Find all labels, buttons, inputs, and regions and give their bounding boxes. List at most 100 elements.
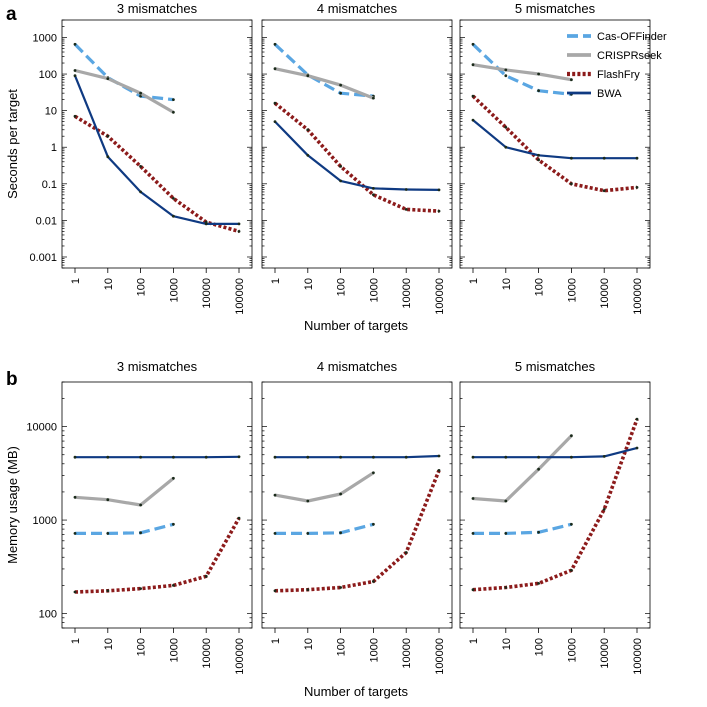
- data-point-flashfry: [172, 197, 175, 200]
- data-point-flashfry: [306, 588, 310, 592]
- data-point-bwa: [306, 455, 310, 459]
- x-tick-label: 100000: [234, 278, 246, 315]
- data-point-cas-offinder: [106, 532, 110, 535]
- data-point-bwa: [237, 455, 241, 459]
- series-line-bwa: [473, 446, 638, 459]
- data-point-cas-offinder: [306, 532, 310, 535]
- series-line-flashfry: [274, 469, 441, 593]
- data-point-crisprseek: [139, 91, 143, 95]
- x-tick-label: 10000: [599, 278, 611, 309]
- data-point-cas-offinder: [73, 532, 77, 535]
- data-point-flashfry: [237, 230, 241, 233]
- data-point-bwa: [273, 455, 277, 459]
- data-point-bwa: [106, 155, 110, 159]
- data-point-bwa: [602, 156, 606, 160]
- panel-b: b Memory usage (MB) Number of targets 3 mis…: [5, 359, 651, 699]
- x-tick-label: 10000: [401, 638, 413, 669]
- x-axis-title-b: Number of targets: [304, 684, 409, 699]
- data-point-cas-offinder: [570, 522, 573, 526]
- facet-b-4-mismatches: 4 mismatches 1 10 100 1000 10000 100000: [261, 359, 453, 675]
- data-point-bwa: [471, 118, 475, 122]
- data-point-cas-offinder: [471, 42, 475, 46]
- data-point-bwa: [306, 153, 310, 157]
- data-point-cas-offinder: [471, 532, 475, 535]
- facet-frame: [261, 381, 453, 629]
- y-tick-label: 100: [39, 609, 57, 621]
- series-line-bwa: [275, 454, 440, 459]
- data-point-crisprseek: [273, 493, 277, 497]
- data-point-bwa: [237, 222, 241, 226]
- data-point-bwa: [372, 455, 375, 459]
- data-point-flashfry: [306, 128, 310, 132]
- x-tick-label: 10: [303, 278, 315, 290]
- x-tick-label: 100: [336, 278, 348, 296]
- data-point-bwa: [172, 455, 175, 459]
- series-line-bwa: [73, 75, 239, 225]
- data-point-flashfry: [372, 580, 375, 583]
- facet-title: 5 mismatches: [515, 359, 596, 374]
- x-tick-label: 10: [501, 278, 513, 290]
- data-point-bwa: [437, 188, 441, 192]
- x-tick-label: 10000: [401, 278, 413, 309]
- data-point-crisprseek: [537, 72, 540, 76]
- y-axis-title-b: Memory usage (MB): [5, 446, 20, 564]
- series-line-flashfry: [273, 101, 440, 213]
- x-tick-label: 1: [270, 638, 282, 644]
- series-line-cas-offinder: [75, 522, 174, 536]
- data-point-bwa: [504, 145, 508, 149]
- data-point-crisprseek: [537, 467, 540, 471]
- data-point-crisprseek: [339, 492, 342, 496]
- data-point-flashfry: [437, 469, 441, 472]
- x-tick-label: 10000: [599, 638, 611, 669]
- panel-label-b: b: [6, 369, 18, 390]
- x-tick-label: 1: [468, 278, 480, 284]
- x-tick-label: 1000: [566, 638, 578, 662]
- data-point-bwa: [73, 74, 77, 78]
- x-tick-label: 100000: [234, 638, 246, 675]
- x-tick-label: 100: [336, 638, 348, 656]
- series-line-crisprseek: [274, 67, 374, 100]
- x-tick-label: 1: [70, 638, 82, 644]
- data-point-bwa: [504, 455, 508, 459]
- series-line-cas-offinder: [471, 43, 572, 96]
- data-point-crisprseek: [339, 83, 342, 87]
- data-point-crisprseek: [570, 434, 573, 438]
- data-point-flashfry: [339, 586, 342, 589]
- data-point-bwa: [73, 455, 77, 459]
- series-line-cas-offinder: [73, 43, 174, 102]
- legend-label-bwa: BWA: [597, 88, 622, 100]
- data-point-bwa: [404, 188, 408, 191]
- data-point-cas-offinder: [273, 532, 277, 535]
- data-point-flashfry: [570, 182, 573, 186]
- data-point-flashfry: [273, 589, 277, 593]
- series-line-flashfry: [472, 418, 639, 592]
- x-tick-label: 100000: [434, 278, 446, 315]
- y-tick-label: 10000: [26, 422, 57, 434]
- x-tick-label: 100000: [632, 278, 644, 315]
- series-line-crisprseek: [74, 68, 175, 114]
- data-point-bwa: [404, 455, 408, 459]
- data-point-flashfry: [504, 586, 508, 589]
- facet-b-5-mismatches: 5 mismatches 1 10 100 1000 10000 100000: [459, 359, 651, 675]
- data-point-crisprseek: [306, 499, 310, 503]
- facet-a-3-mismatches: 3 mismatches 1 10 100 1000 10000 100000 0.001 0.…: [29, 1, 253, 315]
- data-point-flashfry: [635, 186, 639, 189]
- series-line-cas-offinder: [275, 522, 374, 536]
- facet-title: 5 mismatches: [515, 1, 596, 16]
- data-point-crisprseek: [471, 63, 475, 67]
- x-tick-label: 1: [70, 278, 82, 284]
- data-point-cas-offinder: [537, 89, 540, 93]
- data-point-flashfry: [602, 189, 606, 193]
- data-point-flashfry: [139, 165, 143, 168]
- data-point-bwa: [570, 156, 573, 160]
- y-tick-label: 100: [39, 69, 57, 81]
- data-point-flashfry: [273, 101, 277, 105]
- x-tick-label: 100: [136, 638, 148, 656]
- y-axis-title-a: Seconds per target: [5, 89, 20, 199]
- data-point-flashfry: [73, 114, 77, 118]
- data-point-flashfry: [404, 551, 408, 554]
- x-tick-label: 100: [136, 278, 148, 296]
- facet-frame: [459, 19, 651, 269]
- data-point-bwa: [139, 190, 143, 194]
